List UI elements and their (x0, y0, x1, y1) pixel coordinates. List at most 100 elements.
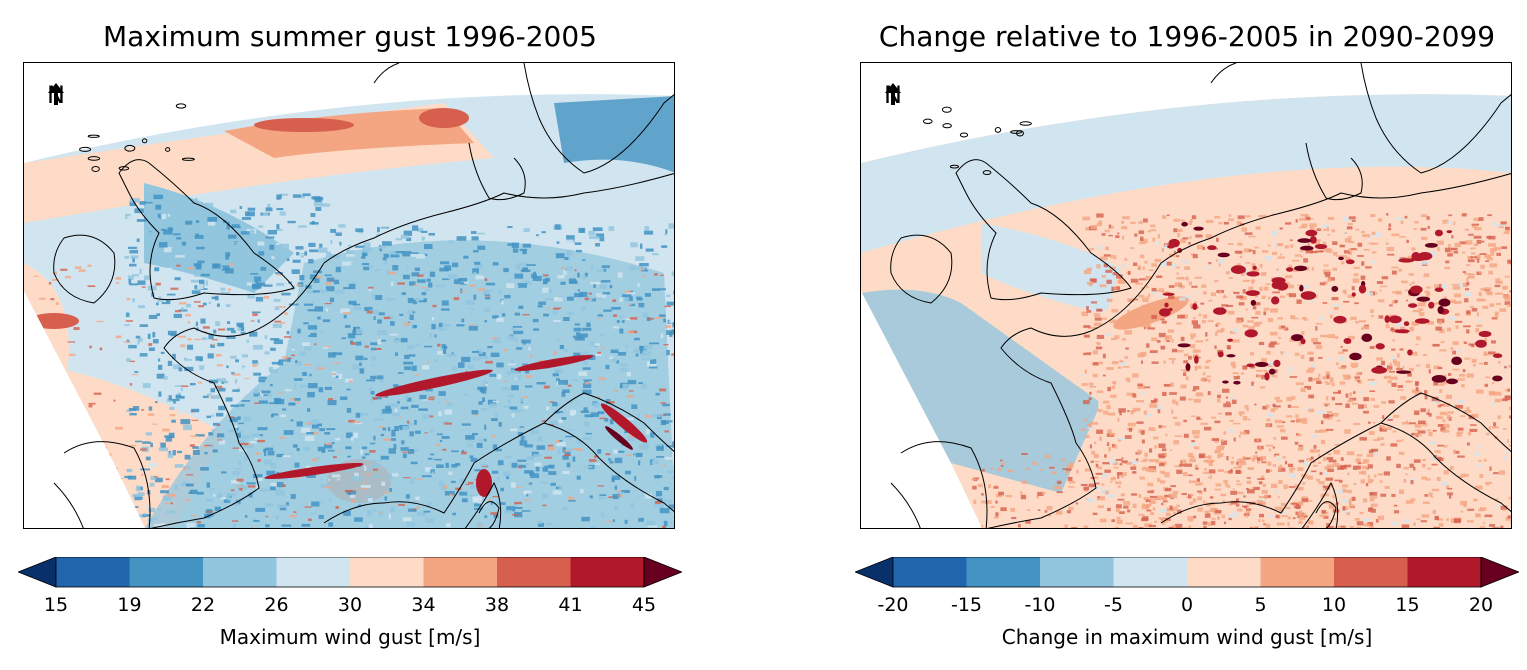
field-speckle (1268, 448, 1272, 452)
field-speckle (609, 460, 614, 464)
field-speckle (536, 520, 543, 524)
field-speckle (980, 500, 988, 504)
field-speckle (1307, 520, 1314, 525)
field-speckle (326, 277, 335, 282)
field-speckle (1329, 519, 1333, 522)
field-speckle (472, 250, 479, 253)
field-speckle (552, 490, 562, 495)
field-speckle (1141, 360, 1144, 364)
field-speckle (166, 293, 176, 296)
field-speckle (292, 444, 298, 448)
field-speckle (1291, 406, 1299, 408)
field-speckle (501, 313, 506, 317)
field-speckle (445, 523, 451, 528)
field-speckle (236, 478, 244, 482)
field-speckle (432, 304, 437, 308)
field-speckle (665, 229, 668, 234)
field-speckle (602, 292, 611, 295)
field-speckle (1255, 369, 1264, 372)
field-speckle (158, 391, 162, 397)
field-speckle (514, 337, 518, 342)
field-speckle (210, 388, 216, 393)
field-speckle (1359, 437, 1367, 441)
field-speckle (1236, 220, 1242, 225)
field-speckle (1211, 438, 1220, 441)
field-speckle (1344, 464, 1349, 468)
field-speckle (1245, 308, 1248, 311)
field-speckle (382, 257, 387, 261)
field-speckle (1499, 470, 1506, 475)
field-speckle (339, 396, 348, 401)
field-speckle (413, 284, 418, 286)
field-speckle (1349, 525, 1355, 528)
field-speckle (416, 511, 427, 517)
field-speckle (546, 447, 555, 451)
field-speckle (1329, 314, 1333, 319)
field-speckle (1331, 383, 1335, 387)
field-speckle (1425, 478, 1431, 481)
field-speckle (1103, 410, 1109, 415)
field-speckle (274, 306, 280, 311)
field-speckle (1172, 524, 1177, 528)
field-speckle (1165, 527, 1169, 528)
field-speckle (452, 262, 459, 268)
field-speckle (307, 408, 311, 412)
gust-field (24, 94, 674, 528)
field-speckle (425, 361, 430, 363)
field-speckle (372, 397, 378, 400)
field-speckle (1192, 389, 1196, 392)
field-speckle (291, 348, 295, 351)
coastline-segment (53, 234, 116, 304)
field-speckle (152, 517, 159, 520)
field-speckle (154, 401, 158, 404)
field-speckle (375, 295, 383, 300)
field-speckle (316, 367, 325, 370)
field-speckle (1236, 480, 1240, 483)
field-speckle (1394, 329, 1410, 334)
field-speckle (1391, 270, 1397, 275)
field-speckle (1170, 449, 1173, 451)
field-speckle (191, 234, 196, 237)
field-speckle (320, 484, 329, 488)
field-speckle (1344, 256, 1351, 261)
field-speckle (1001, 461, 1005, 465)
field-speckle (295, 246, 304, 250)
field-speckle (75, 495, 80, 498)
field-speckle (312, 270, 322, 274)
field-speckle (283, 430, 294, 435)
field-speckle (1251, 486, 1254, 490)
field-speckle (181, 307, 185, 311)
field-speckle (1108, 447, 1111, 452)
field-speckle (476, 521, 482, 528)
field-speckle (1102, 462, 1111, 465)
field-speckle (228, 263, 235, 266)
field-speckle (1361, 230, 1366, 234)
field-speckle (471, 323, 475, 327)
field-speckle (1200, 302, 1205, 305)
field-speckle (1323, 456, 1327, 462)
field-speckle (1147, 327, 1156, 330)
field-speckle (1210, 416, 1216, 419)
field-speckle (177, 392, 181, 395)
field-speckle (1466, 310, 1471, 315)
field-speckle (128, 344, 137, 349)
field-speckle (1110, 254, 1113, 259)
field-speckle (1362, 326, 1370, 328)
field-speckle (346, 250, 355, 256)
field-speckle (174, 484, 179, 490)
field-speckle (1334, 336, 1339, 339)
field-speckle (1240, 372, 1245, 375)
colorbar-extend-high (643, 557, 682, 588)
field-speckle (436, 326, 443, 330)
field-speckle (1117, 279, 1126, 284)
field-speckle (1220, 327, 1225, 333)
island-outline (959, 132, 969, 138)
field-speckle (1422, 301, 1426, 304)
field-speckle (226, 492, 236, 497)
field-speckle (437, 351, 445, 355)
field-speckle (467, 481, 474, 485)
field-speckle (163, 267, 173, 272)
field-speckle (1180, 238, 1187, 243)
field-speckle (1350, 362, 1359, 368)
field-speckle (1188, 221, 1193, 226)
